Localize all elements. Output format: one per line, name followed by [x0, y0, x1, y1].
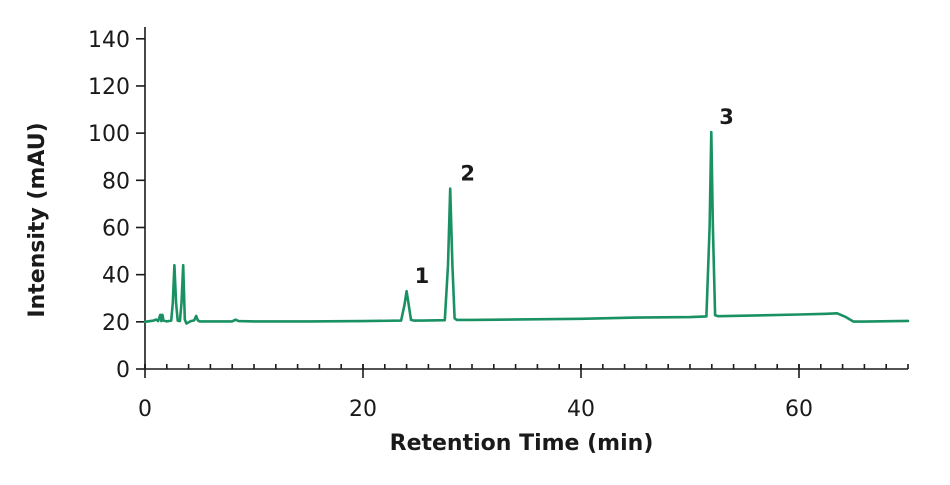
- x-tick-label: 20: [349, 397, 377, 422]
- y-tick-label: 60: [102, 216, 130, 241]
- peak-label-3: 3: [719, 105, 734, 129]
- y-tick-label: 20: [102, 311, 130, 336]
- plot-area: [143, 130, 910, 325]
- x-axis-title: Retention Time (min): [390, 431, 654, 456]
- y-tick-label: 40: [102, 264, 130, 289]
- peak-label-1: 1: [415, 264, 430, 288]
- y-axis: 0 20 40 60 80 100 120 140: [88, 27, 146, 383]
- x-tick-label: 60: [785, 397, 813, 422]
- x-axis: 0 20 40 60: [138, 364, 909, 422]
- y-tick-label: 120: [88, 75, 130, 100]
- y-tick-label: 100: [88, 122, 130, 147]
- y-axis-title: Intensity (mAU): [25, 122, 50, 317]
- x-tick-label: 0: [138, 397, 152, 422]
- y-tick-label: 80: [102, 169, 130, 194]
- x-tick-label: 40: [567, 397, 595, 422]
- chromatogram-trace: [143, 130, 910, 325]
- peak-annotations: 1 2 3: [415, 105, 734, 288]
- y-tick-label: 0: [116, 358, 130, 383]
- y-tick-label: 140: [88, 28, 130, 53]
- peak-label-2: 2: [460, 162, 475, 186]
